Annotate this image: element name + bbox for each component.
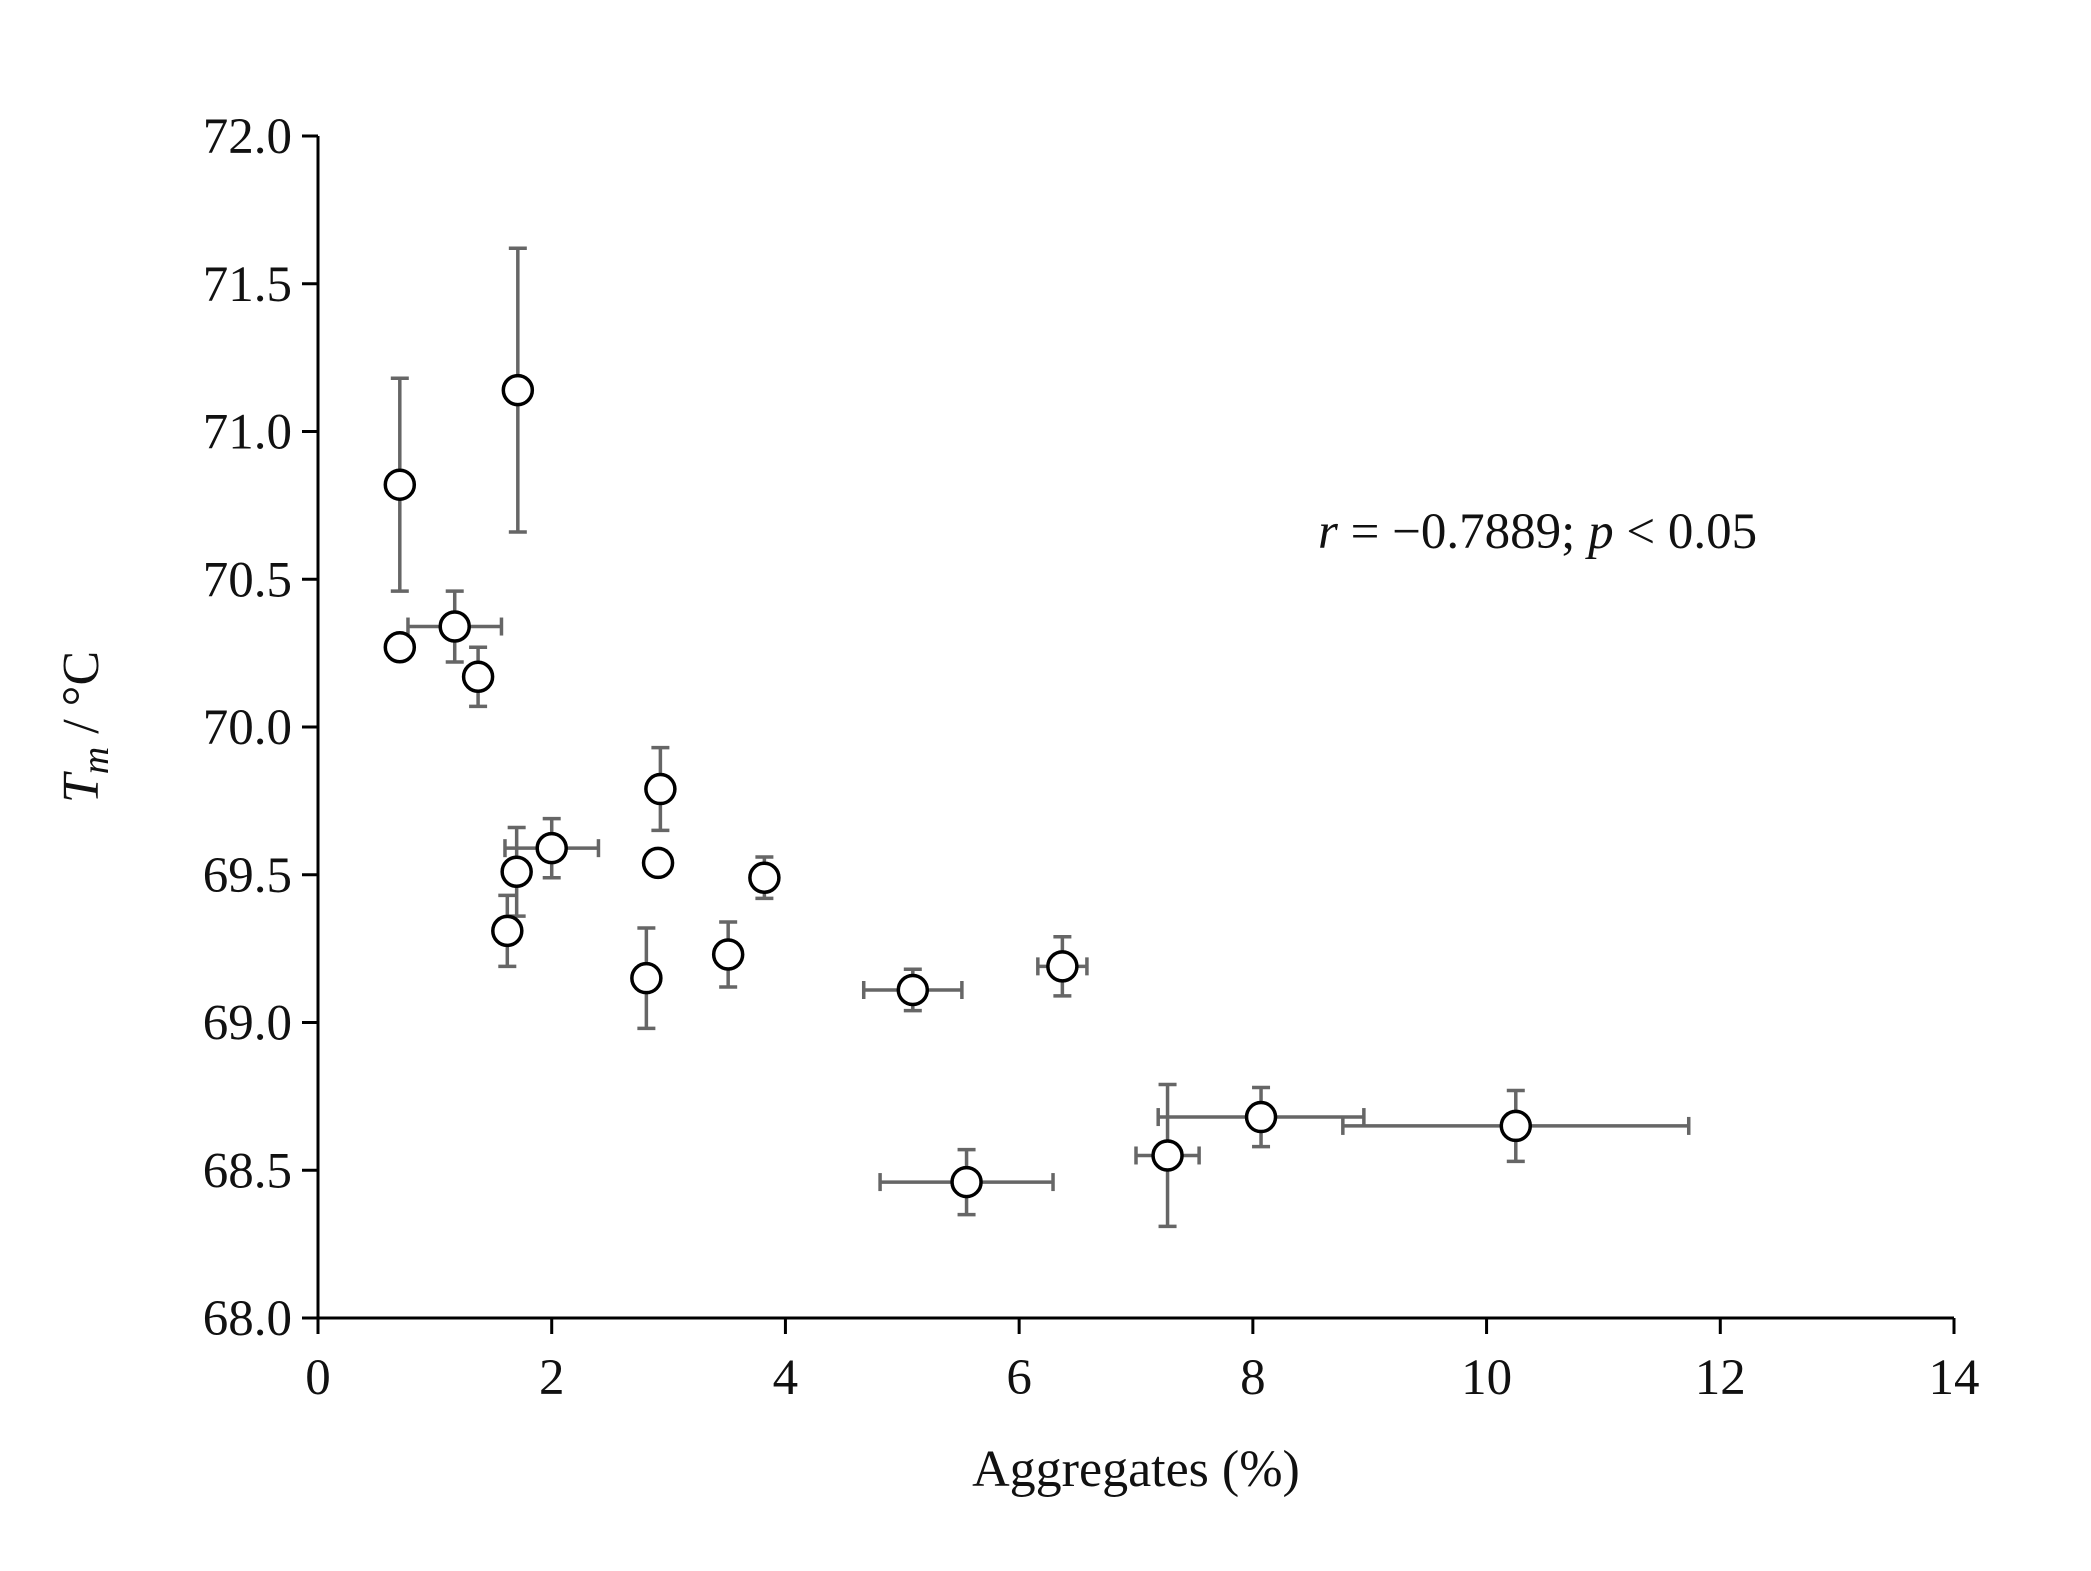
data-point	[896, 973, 930, 1007]
data-point	[748, 861, 781, 894]
y-tick-label: 71.0	[203, 405, 292, 461]
data-point	[1046, 950, 1079, 983]
annotation-r-value: = −0.7889;	[1338, 504, 1588, 560]
y-axis-title-subscript: m	[75, 747, 117, 774]
x-tick-label: 4	[773, 1350, 799, 1406]
x-tick-label: 12	[1695, 1350, 1746, 1406]
x-tick-label: 2	[539, 1350, 565, 1406]
annotation-p-value: < 0.05	[1614, 504, 1758, 560]
data-point	[1151, 1139, 1184, 1172]
y-tick-label: 68.0	[203, 1291, 292, 1347]
data-point	[383, 468, 417, 501]
data-point	[1499, 1109, 1533, 1143]
data-point	[630, 961, 663, 995]
y-axis-title-unit: / °C	[53, 651, 110, 747]
y-axis-ticks: 68.0 68.5 69.0 69.5 70.0 70.5 71.0 71.5 72.0	[203, 109, 318, 1347]
y-tick-label: 68.5	[203, 1143, 292, 1199]
data-points	[383, 373, 1533, 1199]
x-axis-title: Aggregates (%)	[972, 1441, 1300, 1498]
data-point	[500, 855, 533, 889]
correlation-annotation: r = −0.7889; p < 0.05	[1318, 504, 1757, 560]
data-point	[383, 630, 417, 664]
y-tick-label: 72.0	[203, 109, 292, 165]
x-tick-label: 8	[1240, 1350, 1266, 1406]
data-point	[438, 610, 471, 643]
data-point	[950, 1165, 983, 1199]
data-point	[461, 660, 495, 694]
x-tick-label: 14	[1929, 1350, 1980, 1406]
data-point	[535, 831, 568, 865]
error-bars	[390, 246, 1691, 1229]
x-tick-label: 0	[305, 1350, 331, 1406]
data-point	[501, 373, 535, 407]
data-point	[491, 914, 524, 948]
y-tick-label: 70.5	[203, 552, 292, 608]
x-tick-label: 6	[1006, 1350, 1032, 1406]
y-axis-title: Tm / °C	[53, 651, 117, 803]
data-point	[1244, 1100, 1278, 1134]
annotation-r-symbol: r	[1318, 504, 1338, 560]
y-tick-label: 69.0	[203, 996, 292, 1052]
annotation-p-symbol: p	[1585, 504, 1614, 560]
data-point	[644, 772, 677, 806]
y-axis-title-symbol: T	[53, 771, 110, 803]
data-point	[711, 938, 745, 971]
y-tick-label: 70.0	[203, 700, 292, 756]
data-point	[641, 846, 675, 880]
y-tick-label: 69.5	[203, 848, 292, 904]
x-axis-ticks: 0 2 4 6 8 10 12 14	[305, 1318, 1980, 1406]
y-tick-label: 71.5	[203, 257, 292, 313]
x-tick-label: 10	[1461, 1350, 1512, 1406]
